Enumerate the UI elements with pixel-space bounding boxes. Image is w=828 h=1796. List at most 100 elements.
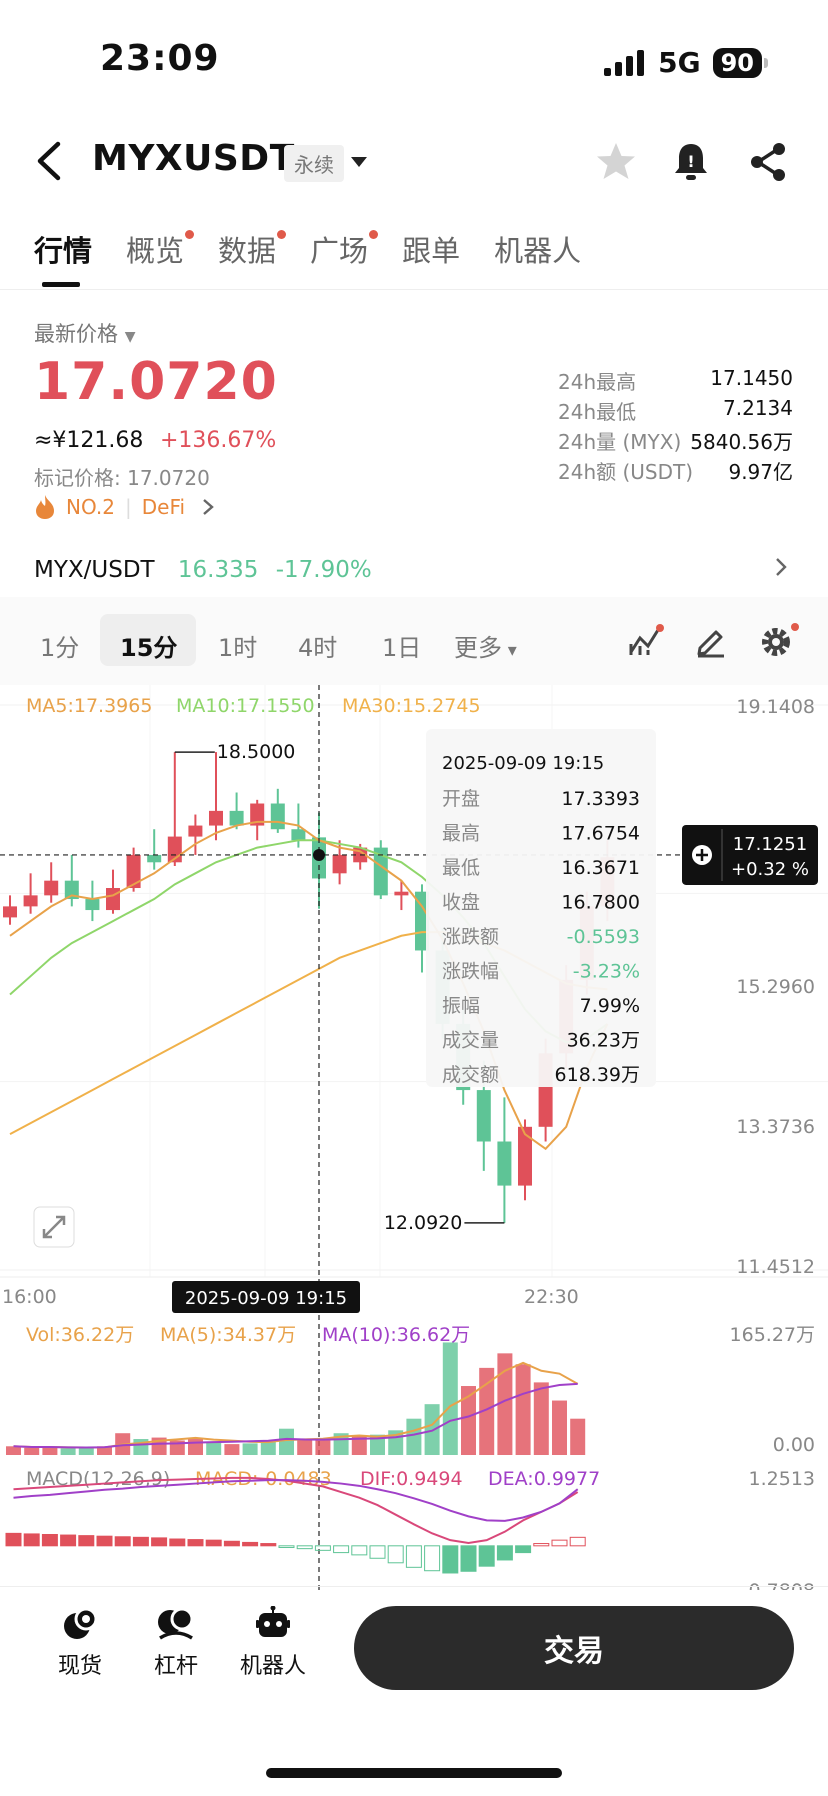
change-percent: +136.67% [160, 428, 277, 453]
candle-body [106, 888, 120, 911]
volume-bar [552, 1400, 567, 1455]
tab-0[interactable]: 行情 [34, 234, 93, 268]
interval-label: 1分 [40, 634, 80, 662]
candle-body [85, 899, 100, 911]
rank-label: NO.2 [66, 495, 115, 519]
volume-bar [315, 1440, 331, 1455]
volume-bar [424, 1404, 440, 1455]
candle-body [23, 895, 38, 907]
interval-2[interactable]: 1时 [218, 628, 257, 663]
candle [394, 880, 409, 911]
tab-2[interactable]: 数据 [218, 228, 287, 270]
volume-bar [206, 1441, 222, 1455]
bottom-nav-label: 杠杆 [153, 1654, 198, 1679]
draw-pen-icon[interactable] [694, 624, 728, 658]
candle-body [64, 880, 79, 900]
indicator-icon[interactable] [628, 624, 664, 658]
ma5-line [9, 820, 609, 1151]
candle [147, 829, 162, 870]
candle [188, 814, 203, 855]
tooltip-value: 17.6754 [561, 823, 640, 845]
tooltip-value: 36.23万 [567, 1030, 640, 1052]
candle [270, 788, 285, 833]
volume-bar [479, 1367, 495, 1455]
macd-hist-bar [260, 1543, 277, 1547]
macd-hist-bar [278, 1545, 295, 1549]
chevron-right-icon[interactable] [774, 556, 788, 578]
spot-price: 16.335 [177, 557, 259, 583]
candle-body [147, 854, 162, 863]
interval-label: 更多 [454, 634, 502, 662]
tab-3[interactable]: 广场 [310, 228, 379, 270]
trade-button[interactable]: 交易 [354, 1606, 794, 1690]
cny-price: ≈¥121.68 [34, 428, 144, 453]
svg-text:!: ! [687, 152, 694, 171]
interval-3[interactable]: 4时 [298, 628, 337, 663]
tooltip-label: 涨跌幅 [442, 961, 499, 983]
volume-ma5-legend: MA(5):34.37万 [160, 1324, 296, 1346]
stat-label: 24h量 (MYX) [558, 430, 682, 454]
robot-icon [256, 1606, 290, 1637]
fullscreen-icon[interactable] [33, 1206, 75, 1248]
volume-bar [351, 1436, 367, 1455]
candle [85, 880, 100, 922]
y-tick-label: 11.4512 [736, 1256, 815, 1278]
status-time: 23:09 [100, 38, 220, 79]
alert-bell-icon[interactable]: ! [669, 140, 713, 184]
share-icon[interactable] [746, 140, 790, 184]
notification-dot [369, 230, 379, 239]
volume-bar [406, 1418, 422, 1455]
rank-row[interactable]: NO.2 | DeFi [34, 494, 215, 520]
notification-dot [185, 230, 195, 239]
tooltip-label: 涨跌额 [442, 926, 499, 948]
bottom-nav-item-1[interactable]: 杠杆 [136, 1606, 216, 1680]
y-tick-label: 15.2960 [736, 976, 815, 998]
spot-market-row[interactable]: MYX/USDT 16.335 -17.90% [34, 557, 372, 583]
macd-hist-bar [41, 1533, 58, 1547]
stat-label: 24h最低 [558, 400, 637, 424]
interval-4[interactable]: 1日 [382, 628, 421, 663]
candle [209, 752, 223, 841]
caret-down-icon[interactable] [350, 156, 368, 168]
fullscreen-icon-glyph [42, 1215, 66, 1239]
interval-0[interactable]: 1分 [40, 628, 79, 663]
crosshair-time-badge [172, 1281, 360, 1313]
back-button[interactable] [30, 138, 70, 184]
macd-title: MACD(12,26,9) [26, 1468, 170, 1490]
macd-hist-bar [205, 1539, 222, 1547]
tab-5[interactable]: 机器人 [494, 234, 582, 268]
macd-hist-bar [405, 1545, 422, 1568]
divider [0, 289, 828, 290]
macd-hist-bar [533, 1543, 550, 1547]
macd-hist-bar [187, 1539, 204, 1547]
macd-hist-bar [551, 1539, 568, 1547]
star-icon[interactable] [594, 140, 638, 184]
tooltip-value: 618.39万 [555, 1064, 640, 1086]
notification-dot [277, 230, 287, 239]
divider [0, 1586, 828, 1587]
tab-4[interactable]: 跟单 [402, 234, 461, 268]
candle-body [44, 880, 59, 896]
kline-chart[interactable]: 19.1408 15.2960 13.3736 11.4512 MA5:17.3965 M… [0, 685, 828, 1590]
interval-1[interactable]: 15分 [120, 628, 177, 663]
bottom-nav-label: 机器人 [239, 1654, 306, 1679]
candle [167, 752, 182, 866]
bottom-nav-item-0[interactable]: 现货 [40, 1606, 120, 1680]
tooltip-panel [426, 729, 656, 1087]
candle-body [126, 854, 141, 889]
bottom-nav-item-2[interactable]: 机器人 [228, 1606, 318, 1680]
ma30-legend: MA30:15.2745 [342, 695, 481, 717]
spot-change: -17.90% [275, 557, 372, 583]
volume-bar [515, 1364, 531, 1455]
gear-icon[interactable] [760, 622, 800, 658]
volume-ma10-line [13, 1382, 578, 1449]
price-label[interactable]: 最新价格 ▼ [34, 318, 135, 348]
candle [44, 862, 59, 903]
interval-5[interactable]: 更多 ▾ [454, 628, 517, 663]
pair-title[interactable]: MYXUSDT [92, 138, 295, 179]
candle-body [209, 810, 223, 826]
macd-hist-bar [478, 1545, 495, 1567]
volume-bar [224, 1444, 240, 1455]
tab-1[interactable]: 概览 [126, 228, 195, 270]
bottom-nav-label: 现货 [57, 1654, 102, 1679]
